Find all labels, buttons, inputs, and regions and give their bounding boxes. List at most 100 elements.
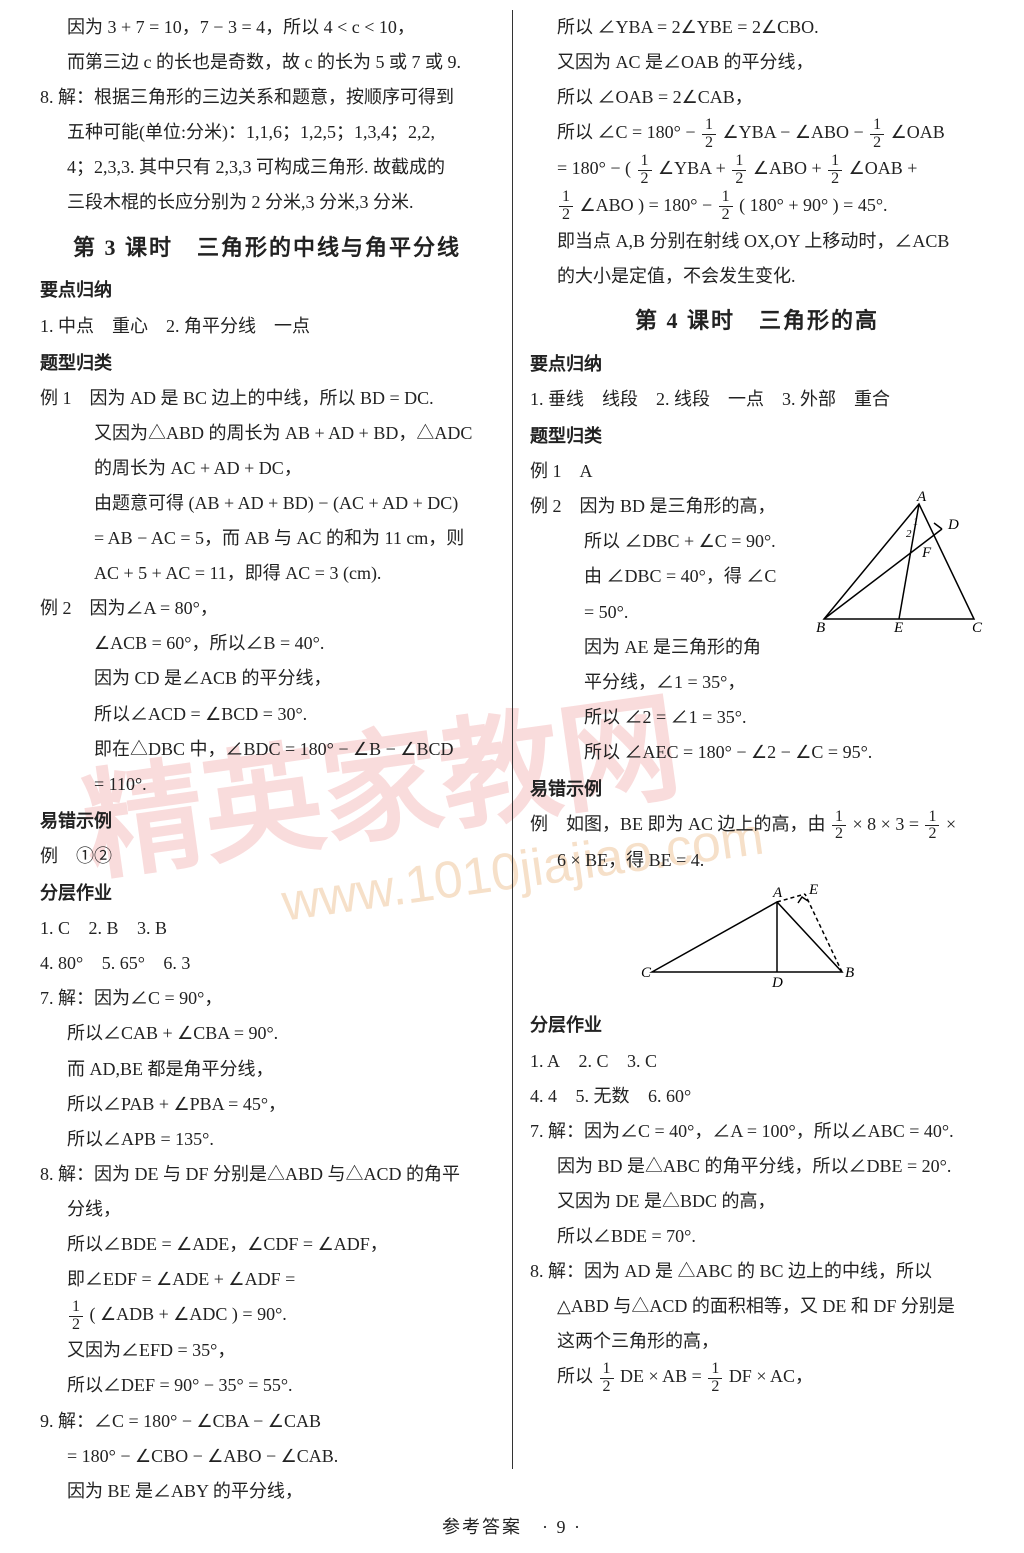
lesson3-title: 第 3 课时 三角形的中线与角平分线 <box>40 227 494 270</box>
text-span: 所以 ∠C = 180° − <box>557 122 700 142</box>
page-container: 因为 3 + 7 = 10，7 − 3 = 4，所以 4 < c < 10， 而… <box>0 0 1024 1509</box>
text-span: 所以 <box>557 1366 598 1386</box>
text-line: 9. 解：∠C = 180° − ∠CBA − ∠CAB <box>40 1404 494 1439</box>
text-line: 即当点 A,B 分别在射线 OX,OY 上移动时，∠ACB <box>530 224 984 259</box>
heading-fenceng: 分层作业 <box>40 876 494 911</box>
fraction-half: 12 <box>708 1361 722 1396</box>
text-line: 的大小是定值，不会发生变化. <box>530 259 984 294</box>
text-line: = 110°. <box>40 767 494 802</box>
text-line: 所以∠APB = 135°. <box>40 1122 494 1157</box>
answer: 5. 65° <box>102 946 145 981</box>
text-line: △ABD 与△ACD 的面积相等，又 DE 和 DF 分别是 <box>530 1289 984 1324</box>
text-line: 平分线，∠1 = 35°， <box>530 665 984 700</box>
answer: 5. 无数 <box>576 1079 630 1114</box>
fraction-half: 12 <box>828 153 842 188</box>
answer: 4. 4 <box>530 1079 557 1114</box>
text-span: ∠ABO ) = 180° − <box>580 195 717 215</box>
answer-row: 4. 80° 5. 65° 6. 3 <box>40 946 494 981</box>
text-line: 所以∠CAB + ∠CBA = 90°. <box>40 1016 494 1051</box>
text-line: 而第三边 c 的长也是奇数，故 c 的长为 5 或 7 或 9. <box>40 45 494 80</box>
text-line: 例 2 因为∠A = 80°， <box>40 591 494 626</box>
heading-fenceng: 分层作业 <box>530 1008 984 1043</box>
label-D: D <box>947 517 959 533</box>
heading-yaodian: 要点归纳 <box>40 273 494 308</box>
text-line: 所以∠DEF = 90° − 35° = 55°. <box>40 1368 494 1403</box>
text-line: 因为 BE 是∠ABY 的平分线， <box>40 1474 494 1509</box>
heading-yicuo: 易错示例 <box>40 804 494 839</box>
text-span: DE × AB = <box>620 1366 706 1386</box>
fraction-half: 12 <box>732 153 746 188</box>
answer-row: 4. 4 5. 无数 6. 60° <box>530 1079 984 1114</box>
text-line: 由题意可得 (AB + AD + BD) − (AC + AD + DC) <box>40 486 494 521</box>
fraction-half: 12 <box>559 189 573 224</box>
text-line: 而 AD,BE 都是角平分线， <box>40 1052 494 1087</box>
text-line: 又因为 DE 是△BDC 的高， <box>530 1184 984 1219</box>
text-line: 6 × BE，得 BE = 4. <box>530 843 984 878</box>
text-line: 分线， <box>40 1192 494 1227</box>
text-line: 这两个三角形的高， <box>530 1324 984 1359</box>
text-line: 8. 解：因为 AD 是 △ABC 的 BC 边上的中线，所以 <box>530 1254 984 1289</box>
heading-yaodian: 要点归纳 <box>530 347 984 382</box>
text-line: 例 ①② <box>40 839 494 874</box>
fraction-half: 12 <box>832 809 846 844</box>
text-line: 所以 ∠YBA = 2∠YBE = 2∠CBO. <box>530 10 984 45</box>
answer-row: 1. C 2. B 3. B <box>40 911 494 946</box>
text-line: 8. 解：因为 DE 与 DF 分别是△ABD 与△ACD 的角平 <box>40 1157 494 1192</box>
answer: 4. 80° <box>40 946 83 981</box>
text-line: 例 1 因为 AD 是 BC 边上的中线，所以 BD = DC. <box>40 381 494 416</box>
text-span: × <box>946 814 956 834</box>
equation-line: 12 ∠ABO ) = 180° − 12 ( 180° + 90° ) = 4… <box>530 188 984 224</box>
answer: 2. C <box>579 1044 609 1079</box>
text-span: ( 180° + 90° ) = 45°. <box>739 195 887 215</box>
text-line: 因为 CD 是∠ACB 的平分线， <box>40 661 494 696</box>
triangle-figure-1: A D F B E C 1 2 <box>814 489 984 646</box>
label-F: F <box>921 545 932 561</box>
text-span: DF × AC， <box>729 1366 813 1386</box>
text-line: AC + 5 + AC = 11，即得 AC = 3 (cm). <box>40 556 494 591</box>
answer: 3. C <box>627 1044 657 1079</box>
text-line: 三段木棍的长应分别为 2 分米,3 分米,3 分米. <box>40 185 494 220</box>
text-line: 所以 ∠2 = ∠1 = 35°. <box>530 700 984 735</box>
heading-yicuo: 易错示例 <box>530 772 984 807</box>
fraction-half: 12 <box>702 117 716 152</box>
text-line: 所以 ∠OAB = 2∠CAB， <box>530 80 984 115</box>
answer: 2. B <box>89 911 119 946</box>
label-B: B <box>816 620 825 634</box>
fraction-half: 12 <box>600 1361 614 1396</box>
label-D: D <box>771 975 783 991</box>
label-A: A <box>916 489 927 505</box>
text-line: 例 1 A <box>530 454 984 489</box>
page-footer: 参考答案 · 9 · <box>0 1513 1024 1539</box>
text-line: 4；2,3,3. 其中只有 2,3,3 可构成三角形. 故截成的 <box>40 150 494 185</box>
answer-row: 1. A 2. C 3. C <box>530 1044 984 1079</box>
text-span: = 180° − ( <box>557 158 636 178</box>
text-line: 又因为∠EFD = 35°， <box>40 1333 494 1368</box>
label-E: E <box>808 882 818 898</box>
right-column: 所以 ∠YBA = 2∠YBE = 2∠CBO. 又因为 AC 是∠OAB 的平… <box>512 10 984 1509</box>
fraction-half: 12 <box>638 153 652 188</box>
fraction-half: 12 <box>69 1299 83 1334</box>
text-line: 7. 解：因为∠C = 40°，∠A = 100°，所以∠ABC = 40°. <box>530 1114 984 1149</box>
triangle-figure-2: A E C D B <box>530 882 984 1004</box>
answer: 1. A <box>530 1044 560 1079</box>
answer: 6. 3 <box>163 946 190 981</box>
text-line: 因为 3 + 7 = 10，7 − 3 = 4，所以 4 < c < 10， <box>40 10 494 45</box>
text-line: 所以∠PAB + ∠PBA = 45°， <box>40 1087 494 1122</box>
left-column: 因为 3 + 7 = 10，7 − 3 = 4，所以 4 < c < 10， 而… <box>40 10 512 1509</box>
text-line: 即在△DBC 中，∠BDC = 180° − ∠B − ∠BCD <box>40 732 494 767</box>
text-span: ( ∠ADB + ∠ADC ) = 90°. <box>90 1304 287 1324</box>
text-line: = 180° − ∠CBO − ∠ABO − ∠CAB. <box>40 1439 494 1474</box>
text-line: 所以∠BDE = ∠ADE，∠CDF = ∠ADF， <box>40 1227 494 1262</box>
text-line: 五种可能(单位:分米)：1,1,6；1,2,5；1,3,4；2,2, <box>40 115 494 150</box>
label-C: C <box>641 965 652 981</box>
text-line: 又因为 AC 是∠OAB 的平分线， <box>530 45 984 80</box>
text-span: × 8 × 3 = <box>853 814 924 834</box>
text-line: 因为 BD 是△ABC 的角平分线，所以∠DBE = 20°. <box>530 1149 984 1184</box>
equation-line: 所以 12 DE × AB = 12 DF × AC， <box>530 1359 984 1395</box>
text-line: 所以∠ACD = ∠BCD = 30°. <box>40 697 494 732</box>
text-line: 即∠EDF = ∠ADE + ∠ADF = <box>40 1262 494 1297</box>
fraction-half: 12 <box>925 809 939 844</box>
text-line: 所以∠BDE = 70°. <box>530 1219 984 1254</box>
text-line: = AB − AC = 5，而 AB 与 AC 的和为 11 cm，则 <box>40 521 494 556</box>
heading-tixing: 题型归类 <box>530 419 984 454</box>
